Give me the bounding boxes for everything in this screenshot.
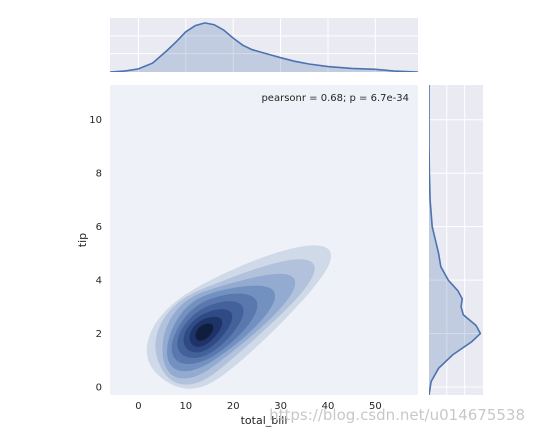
- right-marginal-panel: [429, 85, 483, 395]
- y-tick-label: 10: [89, 115, 102, 126]
- x-tick-label: 20: [227, 401, 240, 412]
- x-tick-label: 10: [179, 401, 192, 412]
- y-tick-label: 8: [96, 169, 102, 180]
- right-marginal-grid: [429, 85, 483, 395]
- top-marginal-density: [110, 22, 418, 72]
- kde-contour-level: [195, 323, 214, 341]
- y-tick-label: 6: [96, 222, 102, 233]
- right-density-line: [429, 85, 482, 395]
- x-tick-label: 30: [274, 401, 287, 412]
- y-tick-labels: 0 2 4 6 8 10: [89, 115, 102, 393]
- top-marginal-panel: [110, 18, 418, 72]
- right-marginal-density: [429, 85, 482, 395]
- x-tick-label: 50: [369, 401, 382, 412]
- right-density-fill: [429, 85, 481, 395]
- watermark-text: https://blog.csdn.net/u014675538: [269, 406, 525, 424]
- y-axis-label: tip: [76, 233, 89, 247]
- x-axis-label: total_bill: [241, 414, 288, 427]
- pearsonr-annotation: pearsonr = 0.68; p = 6.7e-34: [261, 93, 409, 104]
- x-tick-label: 40: [322, 401, 335, 412]
- x-tick-labels: 0 10 20 30 40 50: [135, 401, 381, 412]
- y-tick-label: 4: [96, 276, 102, 287]
- top-density-fill: [110, 22, 418, 72]
- y-tick-label: 2: [96, 329, 102, 340]
- top-density-line: [110, 22, 418, 72]
- y-tick-label: 0: [96, 382, 102, 393]
- joint-kde-contours: [146, 245, 332, 389]
- x-tick-label: 0: [135, 401, 141, 412]
